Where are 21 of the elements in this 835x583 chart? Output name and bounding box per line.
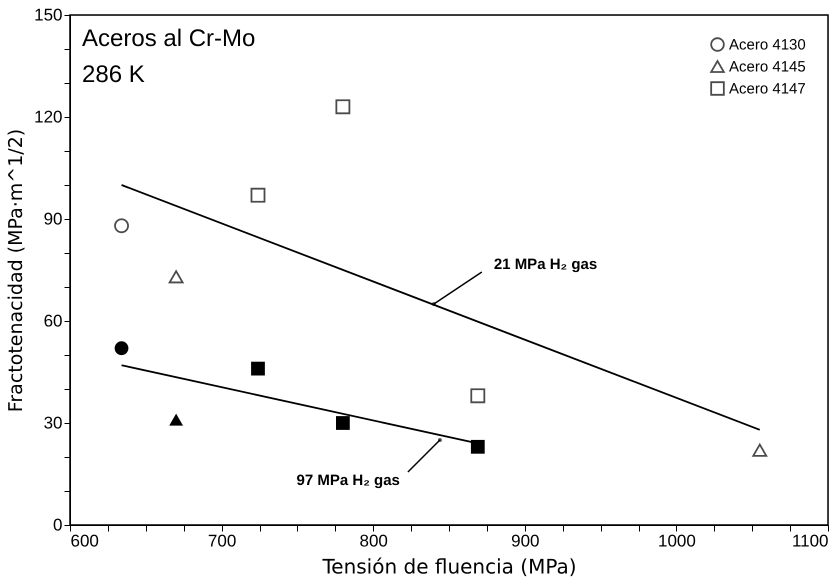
y-tick-label: 120 — [34, 108, 62, 126]
y-axis-title: Fractotenacidad (MPa·m^1/2) — [5, 128, 28, 412]
annotation: 21 MPa H₂ gas — [494, 256, 598, 273]
legend-label: Acero 4147 — [729, 80, 806, 98]
x-tick-label: 1100 — [792, 532, 828, 550]
legend-label: Acero 4145 — [729, 58, 806, 76]
y-tick-label: 0 — [53, 516, 62, 534]
x-tick-label: 1000 — [658, 532, 696, 550]
y-tick-label: 60 — [44, 312, 62, 330]
y-tick-label: 150 — [34, 6, 62, 24]
x-tick-label: 700 — [208, 532, 236, 550]
legend-label: Acero 4130 — [729, 36, 806, 54]
annotation: Aceros al Cr-Mo — [82, 25, 256, 52]
x-tick-label: 600 — [70, 532, 99, 550]
x-axis-title: Tensión de fluencia (MPa) — [321, 554, 577, 578]
annotation: 97 MPa H₂ gas — [296, 472, 400, 489]
y-tick-label: 90 — [44, 210, 62, 228]
y-tick-label: 30 — [44, 414, 62, 432]
annotation: 286 K — [82, 61, 145, 88]
x-tick-label: 800 — [360, 532, 388, 550]
x-tick-label: 900 — [511, 532, 540, 550]
